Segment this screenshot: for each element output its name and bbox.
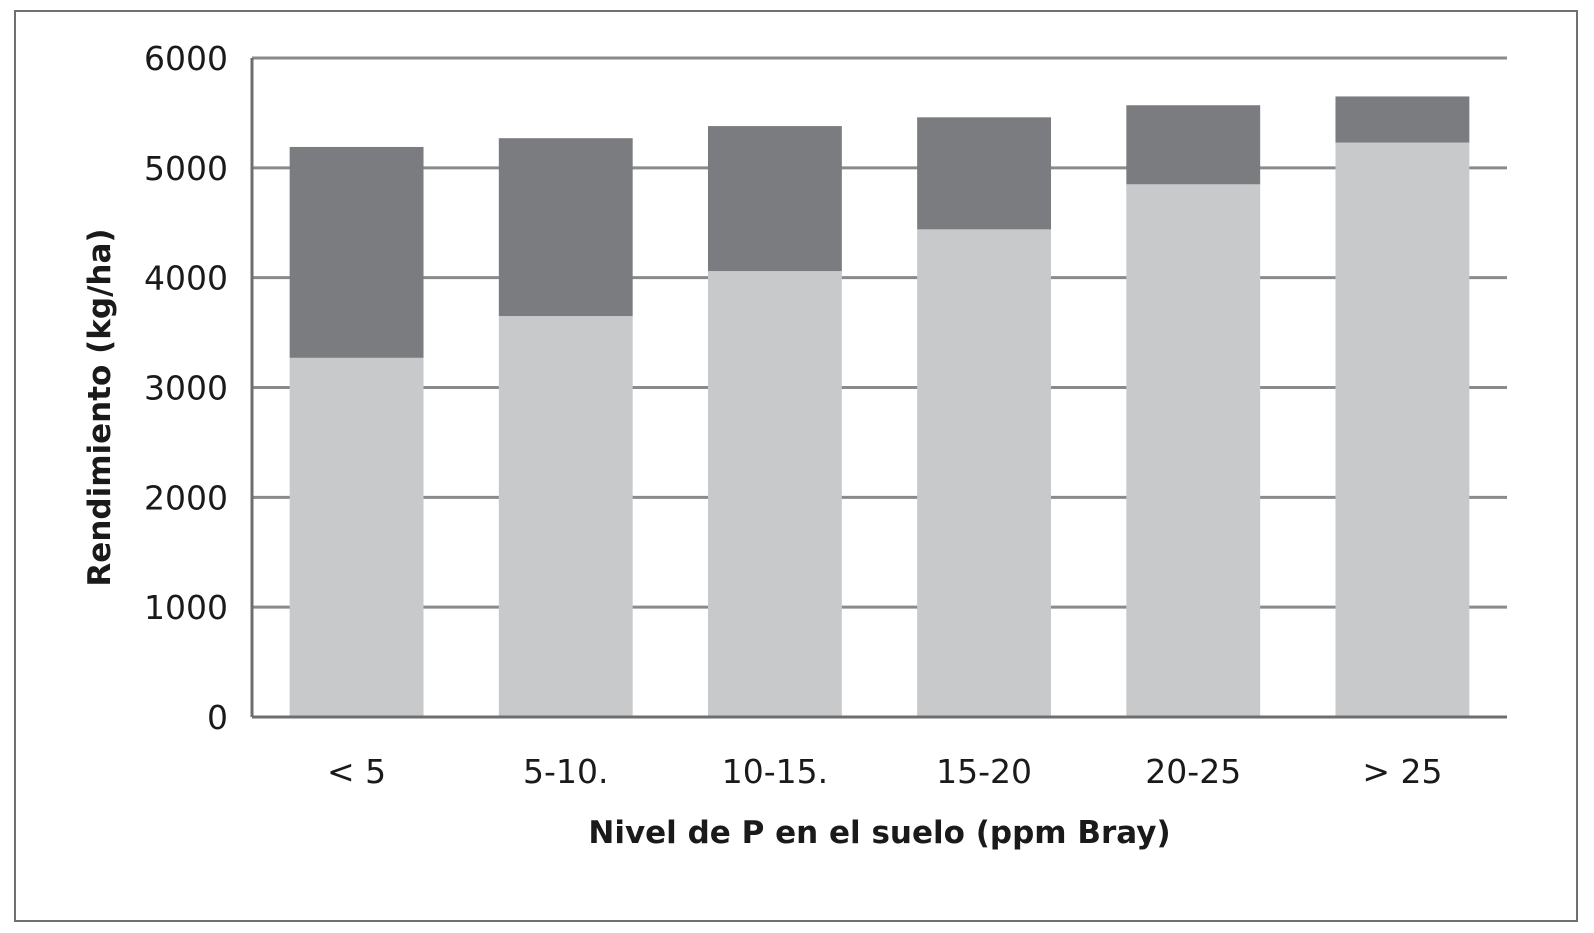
axes: [250, 58, 1507, 719]
bar-segment-series-1: [707, 271, 842, 717]
x-tick-label: < 5: [327, 752, 386, 791]
y-tick-label: 2000: [144, 478, 228, 517]
bar-stack-group: [289, 96, 1470, 718]
bar-segment-series-2: [289, 146, 424, 358]
y-tick-labels: 0 1000 2000 3000 4000 5000 6000: [144, 39, 228, 737]
chart-frame: 0 1000 2000 3000 4000 5000 6000 < 5 5-10. 10-15.…: [14, 10, 1578, 922]
y-tick-label: 0: [207, 698, 228, 737]
y-tick-label: 1000: [144, 588, 228, 627]
x-tick-label: 5-10.: [523, 752, 608, 791]
y-tick-label: 6000: [144, 39, 228, 78]
x-tick-label: 20-25: [1145, 752, 1241, 791]
bar-segment-series-2: [707, 126, 842, 272]
x-tick-label: > 25: [1362, 752, 1442, 791]
x-tick-label: 10-15.: [722, 752, 828, 791]
bar-segment-series-2: [917, 117, 1052, 230]
x-axis-title: Nivel de P en el suelo (ppm Bray): [588, 815, 1170, 851]
bar-segment-series-1: [289, 357, 424, 717]
bar-segment-series-1: [1335, 142, 1470, 718]
bar-segment-series-1: [1126, 184, 1261, 717]
bar-segment-series-1: [498, 316, 633, 717]
bar-chart: 0 1000 2000 3000 4000 5000 6000 < 5 5-10. 10-15.…: [82, 39, 1507, 851]
x-tick-label: 15-20: [936, 752, 1032, 791]
y-tick-label: 3000: [144, 369, 228, 408]
bar-segment-series-2: [498, 138, 633, 317]
x-tick-labels: < 5 5-10. 10-15. 15-20 20-25 > 25: [327, 752, 1442, 791]
bar-segment-series-1: [917, 229, 1052, 717]
gridlines: [252, 56, 1507, 609]
y-axis-title: Rendimiento (kg/ha): [82, 228, 118, 586]
y-tick-label: 5000: [144, 149, 228, 188]
bar-segment-series-2: [1126, 105, 1261, 185]
bar-segment-series-2: [1335, 96, 1470, 143]
y-tick-label: 4000: [144, 259, 228, 298]
